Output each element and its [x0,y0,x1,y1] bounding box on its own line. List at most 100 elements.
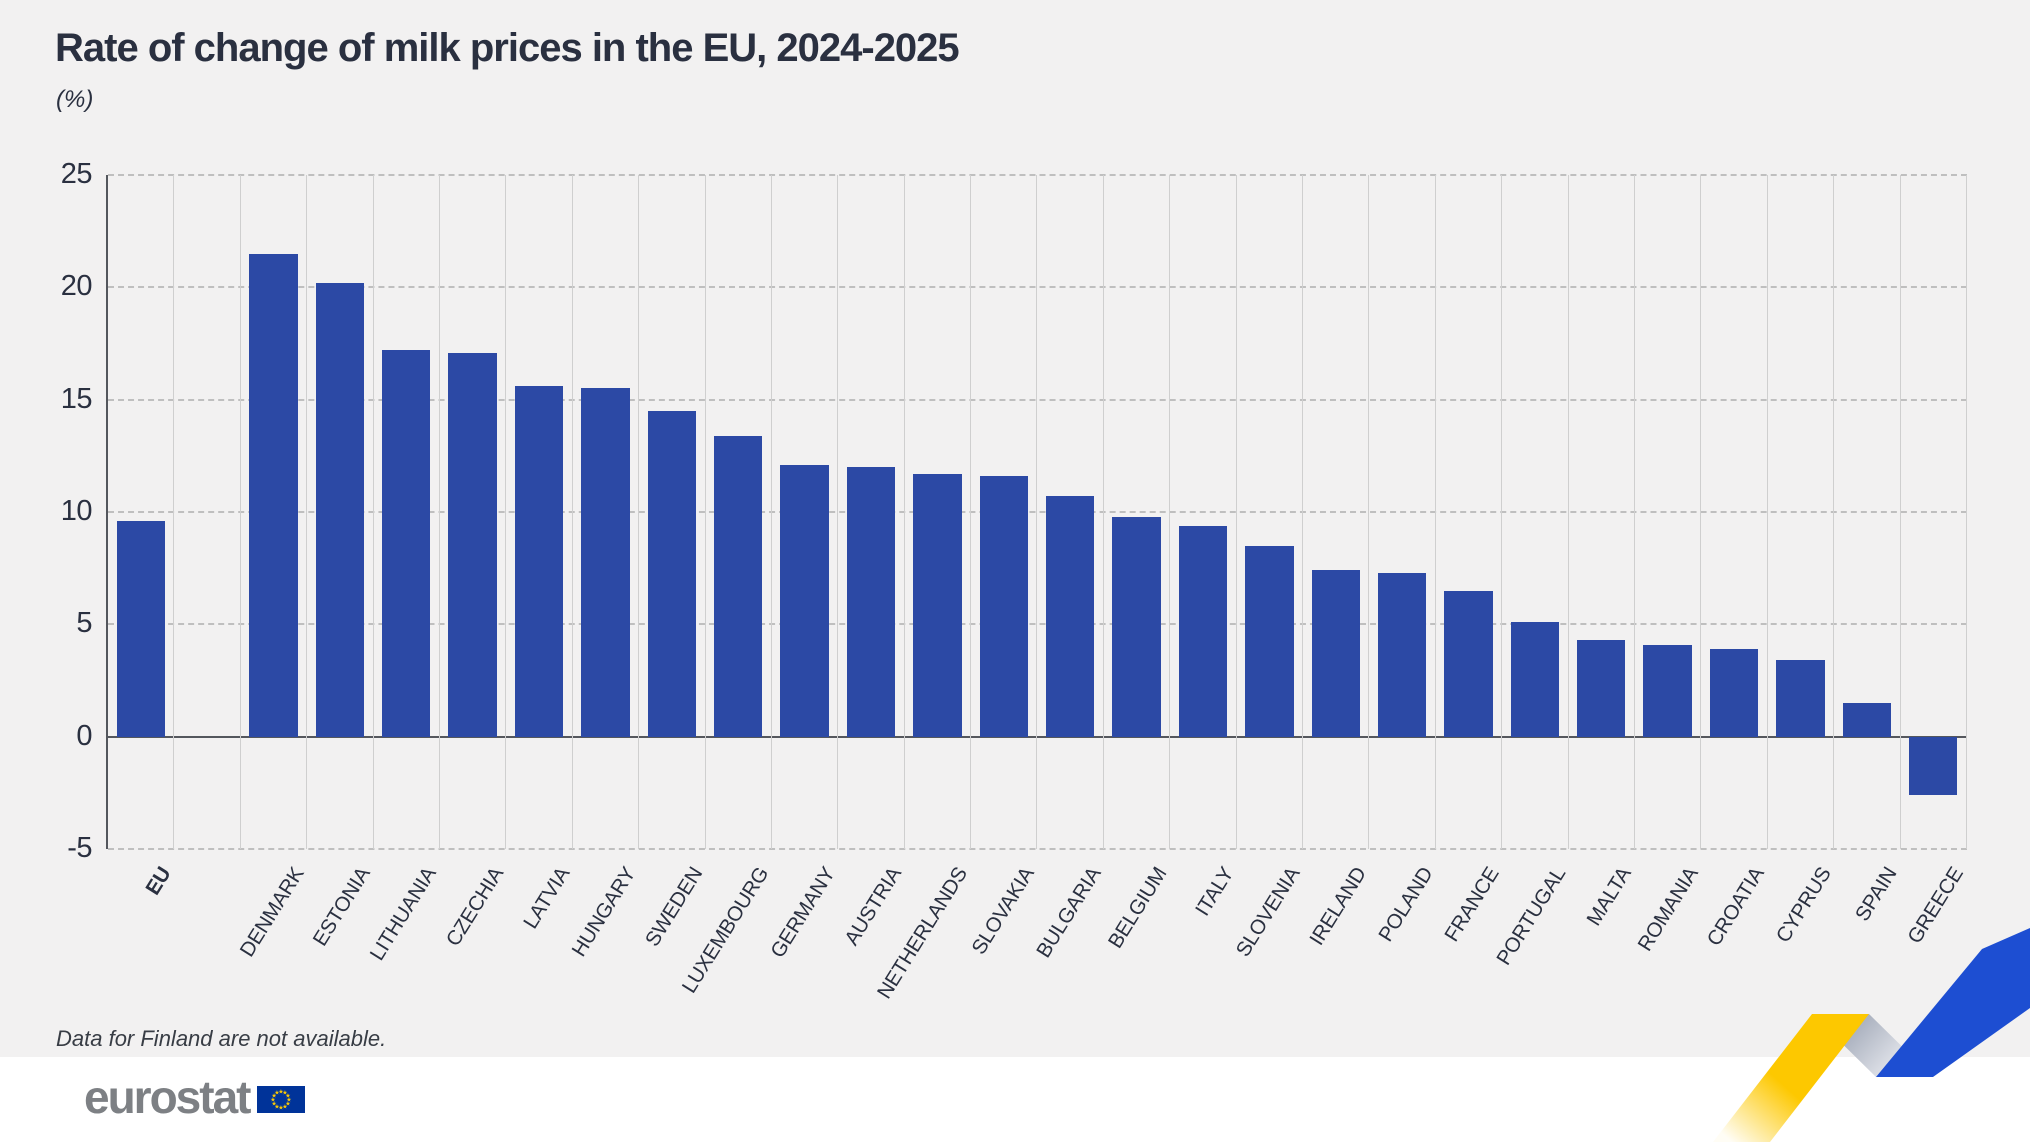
x-label-cell-denmark: DENMARK [235,849,308,1027]
x-label-croatia: CROATIA [1702,863,1770,950]
bar-poland [1377,572,1427,737]
bar-luxembourg [714,435,763,737]
x-label-cell-spain: SPAIN [1832,849,1902,1027]
y-tick-label-10: 10 [60,494,93,527]
gridline-5 [108,623,1967,626]
x-label-cell-slovakia: SLOVAKIA [967,849,1039,1027]
page-title: Rate of change of milk prices in the EU,… [55,26,960,70]
y-tick-label-25: 25 [60,157,93,190]
x-label-hungary: HUNGARY [567,863,641,961]
x-label-spain: SPAIN [1851,863,1902,926]
bar-greece [1909,736,1958,796]
column-france [1436,175,1503,849]
x-label-cell-lithuania: LITHUANIA [366,849,441,1027]
x-label-cell-greece: GREECE [1899,849,1969,1027]
eurostat-logo: eurostat ★ ★ ★ ★ ★ ★ ★ ★ ★ ★ ★ ★ [84,1071,306,1123]
x-label-cell-sweden: SWEDEN [637,849,707,1027]
column-cyprus [1768,175,1835,849]
x-label-bulgaria: BULGARIA [1031,863,1106,962]
column-netherlands [905,175,972,849]
column-eu [108,175,175,849]
bar-croatia [1709,649,1759,737]
x-label-lithuania: LITHUANIA [365,863,442,965]
gridline-20 [108,286,1967,289]
column-hungary [573,175,640,849]
bar-italy [1178,525,1228,737]
svg-text:★: ★ [279,1104,284,1111]
bar-romania [1643,644,1692,737]
x-label-denmark: DENMARK [235,863,309,961]
footnote: Data for Finland are not available. [56,1026,387,1051]
bar-eu [116,521,165,737]
gridline-25 [108,174,1967,176]
column-estonia [307,175,374,849]
bar-denmark [249,253,298,737]
x-label-greece: GREECE [1903,863,1969,948]
x-label-estonia: ESTONIA [308,863,375,951]
x-label-cell-ireland: IRELAND [1301,849,1371,1027]
svg-text:★: ★ [283,1103,288,1110]
x-label-cell-slovenia: SLOVENIA [1231,849,1304,1027]
column-spain [1834,175,1901,849]
bar-estonia [315,282,365,737]
eurostat-logo-text: eurostat [84,1071,251,1123]
column-germany [772,175,839,849]
x-label-cell-estonia: ESTONIA [305,849,375,1027]
gridline-10 [108,511,1967,513]
bar-malta [1577,640,1626,737]
bar-cyprus [1776,660,1825,737]
column-denmark [241,175,308,849]
x-label-italy: ITALY [1190,863,1238,921]
bar-lithuania [382,350,431,737]
column-sweden [639,175,706,849]
bar-netherlands [913,473,962,737]
x-label-slovenia: SLOVENIA [1231,863,1305,961]
svg-text:★: ★ [272,1100,277,1107]
y-axis-labels: 25 20 15 10 5 0 -5 [0,158,93,864]
x-label-cell-hungary: HUNGARY [568,849,641,1027]
x-label-czechia: CZECHIA [441,863,508,951]
column-croatia [1701,175,1768,849]
x-label-malta: MALTA [1582,863,1637,930]
bar-slovakia [979,476,1028,737]
column-latvia [506,175,573,849]
column-slovenia [1237,175,1304,849]
column-czechia [440,175,507,849]
x-label-sweden: SWEDEN [640,863,707,951]
x-label-portugal: PORTUGAL [1491,863,1570,970]
bar-france [1444,590,1493,737]
svg-text:★: ★ [279,1088,284,1095]
bar-hungary [581,388,630,737]
bar-ireland [1311,570,1360,737]
x-label-cell-belgium: BELGIUM [1102,849,1172,1027]
bar-portugal [1510,622,1560,737]
column-ireland [1303,175,1370,849]
x-label-cell-bulgaria: BULGARIA [1032,849,1106,1027]
gridlines-layer [108,174,1967,850]
column-lithuania [374,175,440,849]
x-axis-labels: EU DENMARK ESTONIA LITHUANIA CZECHIA LATVIA HU… [106,849,1969,1027]
column-gap [174,175,241,849]
svg-text:★: ★ [286,1100,291,1107]
bar-czechia [448,352,497,737]
footer-band [0,1057,2030,1142]
column-belgium [1104,175,1171,849]
eu-flag-icon: ★ ★ ★ ★ ★ ★ ★ ★ ★ ★ ★ ★ [257,1085,306,1113]
y-tick-label-0: 0 [76,719,92,752]
column-slovakia [971,175,1038,849]
x-label-cell-romania: ROMANIA [1633,849,1702,1027]
x-label-cell-gap [172,849,238,1027]
x-label-cyprus: CYPRUS [1771,863,1836,947]
x-label-slovakia: SLOVAKIA [967,863,1039,959]
x-label-latvia: LATVIA [518,863,575,933]
x-label-eu: EU [141,863,176,899]
bar-germany [780,464,829,737]
column-luxembourg [706,175,772,849]
bar-bulgaria [1045,496,1095,737]
gridline--5 [108,848,1967,850]
gridline-0 [108,735,1967,738]
svg-text:★: ★ [272,1092,277,1099]
gridline-15 [108,398,1967,401]
bar-belgium [1112,516,1161,737]
x-label-belgium: BELGIUM [1103,863,1172,953]
